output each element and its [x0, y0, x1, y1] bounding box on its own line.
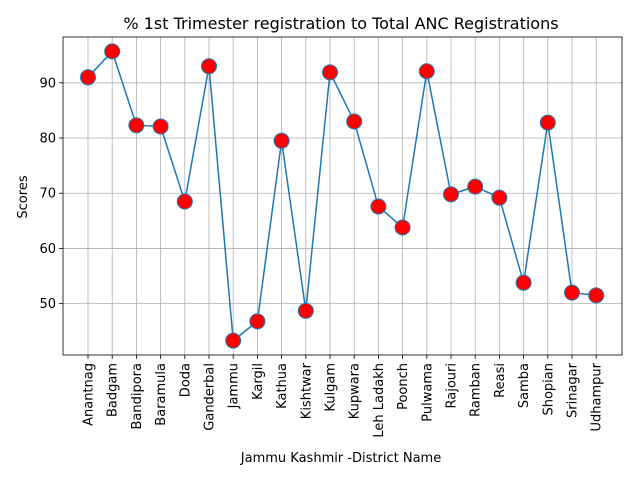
- data-point: [80, 69, 96, 86]
- data-point: [418, 63, 435, 80]
- y-tick-label: 80: [39, 132, 56, 147]
- data-point: [443, 186, 459, 203]
- data-point: [394, 219, 411, 236]
- data-point: [104, 43, 121, 60]
- x-tick-label: Pulwama: [420, 363, 435, 422]
- y-tick-label: 70: [39, 187, 56, 202]
- x-tick-label: Ramban: [469, 363, 484, 417]
- x-tick-label: Baramula: [154, 363, 169, 426]
- x-tick-label: Leh Ladakh: [372, 363, 387, 438]
- y-tick-label: 60: [39, 242, 56, 257]
- data-point: [588, 287, 605, 304]
- x-tick-label: Anantnag: [82, 363, 97, 426]
- data-point: [564, 284, 580, 301]
- data-point: [176, 193, 193, 210]
- x-tick-label: Kargil: [251, 363, 266, 400]
- plot-area: 50 60 70 80 90 Anantnag Badgam Bandipora Baramul…: [39, 36, 623, 438]
- data-point: [370, 198, 387, 215]
- data-point: [225, 332, 242, 349]
- data-point: [273, 132, 290, 149]
- x-tick-label: Rajouri: [445, 363, 460, 408]
- x-tick-label: Kishtwar: [299, 362, 314, 419]
- data-point: [128, 117, 145, 134]
- data-point: [201, 58, 217, 75]
- x-tick-label: Srinagar: [566, 362, 581, 418]
- data-point: [515, 274, 532, 291]
- x-tick-label: Ganderbal: [203, 363, 218, 431]
- x-tick-label: Kulgam: [324, 363, 339, 412]
- data-point: [152, 118, 169, 135]
- data-point: [467, 178, 484, 195]
- x-tick-label: Kathua: [275, 363, 290, 409]
- x-axis-label: Jammu Kashmir -District Name: [240, 451, 441, 466]
- x-tick-label: Badgam: [106, 363, 121, 417]
- x-tick-label: Doda: [178, 363, 193, 397]
- axes-frame: [62, 36, 623, 356]
- y-tick-label: 90: [39, 76, 56, 91]
- y-axis-label: Scores: [16, 175, 31, 218]
- y-tick-label: 50: [39, 297, 56, 312]
- x-tick-label: Udhampur: [590, 362, 605, 431]
- x-tick-label: Samba: [517, 363, 532, 408]
- x-tick-label: Kupwara: [348, 363, 363, 419]
- data-point: [249, 313, 266, 330]
- x-tick-label: Jammu: [227, 363, 242, 409]
- data-point: [297, 302, 314, 319]
- x-tick-label: Shopian: [541, 363, 556, 416]
- data-point: [539, 114, 556, 131]
- data-point: [322, 64, 338, 81]
- series-line: [87, 49, 597, 343]
- data-point: [346, 113, 363, 130]
- x-tick-label: Poonch: [396, 363, 411, 410]
- data-point: [491, 189, 508, 206]
- chart-title: % 1st Trimester registration to Total AN…: [123, 14, 558, 33]
- x-tick-label: Bandipora: [130, 363, 145, 430]
- x-tick-label: Reasi: [493, 363, 508, 398]
